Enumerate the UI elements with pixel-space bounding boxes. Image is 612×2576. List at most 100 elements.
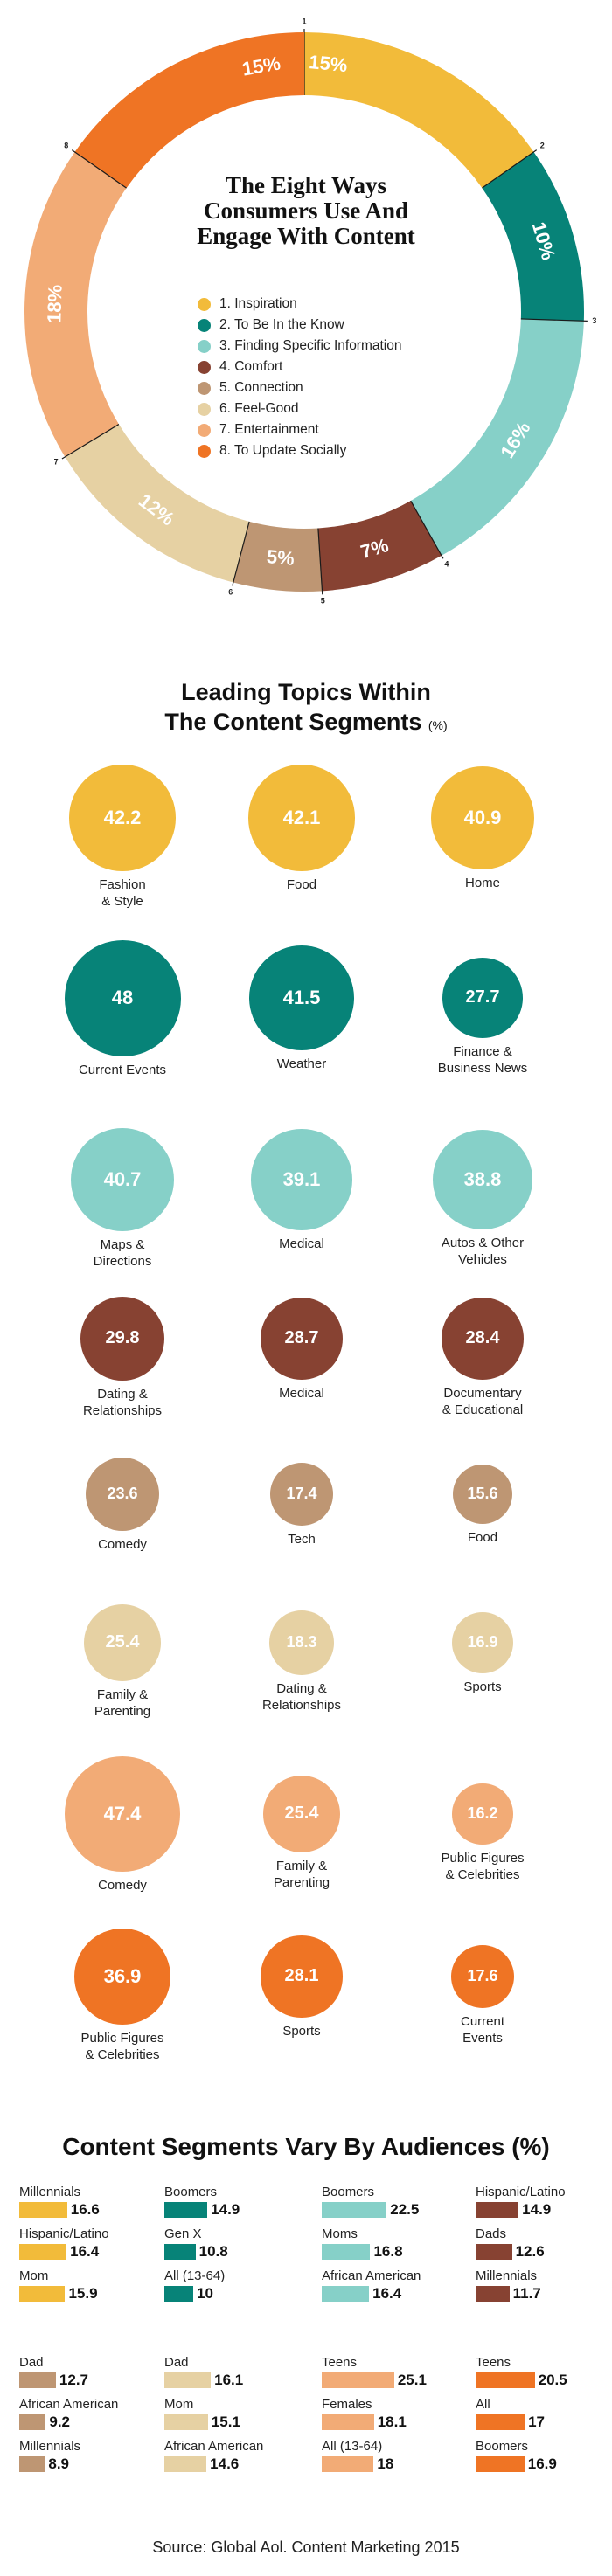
legend-label: 8. To Update Socially [219, 443, 347, 458]
legend-label: 4. Comfort [219, 359, 283, 374]
donut-divider [317, 528, 323, 595]
audience-value: 9.2 [49, 2413, 70, 2430]
donut-segment-number: 1 [302, 17, 306, 25]
audience-label: Teens [476, 2355, 511, 2370]
legend-dot [198, 423, 211, 437]
audience-item: Mom 15.1 [164, 2397, 304, 2435]
topic-bubble: 28.1 [261, 1935, 343, 2018]
topic-bubble: 42.1 [248, 765, 355, 871]
donut-slice [304, 32, 534, 189]
legend-item-finding: 3. Finding Specific Information [198, 336, 402, 357]
audience-item: All (13-64) 18 [322, 2439, 462, 2477]
audience-item: Boomers 14.9 [164, 2185, 304, 2223]
topic-label: Current Events [78, 1062, 167, 1077]
topic-label: Dating & Relationships [261, 1680, 342, 1713]
legend-item-entertainment: 7. Entertainment [198, 419, 402, 440]
legend-item-inspiration: 1. Inspiration [198, 294, 402, 315]
audience-label: African American [322, 2268, 421, 2283]
audience-value: 16.4 [70, 2243, 100, 2260]
legend-dot [198, 297, 211, 311]
donut-slice [233, 521, 323, 592]
donut-legend: 1. Inspiration 2. To Be In the Know 3. F… [198, 294, 402, 461]
legend-item-comfort: 4. Comfort [198, 357, 402, 377]
audience-item: Females 18.1 [322, 2397, 462, 2435]
audience-value: 18 [377, 2455, 394, 2472]
donut-slice [24, 151, 127, 457]
audience-bar [322, 2286, 370, 2302]
audience-value: 15.1 [211, 2413, 240, 2430]
donut-divider [61, 424, 120, 460]
audience-bar [322, 2456, 374, 2472]
audience-value: 14.9 [211, 2201, 240, 2218]
topic-bubble: 18.3 [269, 1610, 334, 1675]
donut-value-label: 15% [308, 51, 348, 76]
donut-divider [71, 149, 127, 189]
audience-item: Millennials 11.7 [476, 2268, 612, 2307]
audience-bar [19, 2244, 67, 2260]
topic-label: Public Figures & Celebrities [441, 1850, 525, 1882]
audience-item: African American 14.6 [164, 2439, 304, 2477]
donut-value-label: 18% [43, 284, 66, 323]
audience-label: All [476, 2397, 490, 2412]
audience-bar [164, 2414, 208, 2430]
topic-bubble: 23.6 [85, 1457, 160, 1532]
audience-label: Teens [322, 2355, 358, 2370]
topic-label: Current Events [460, 2014, 505, 2046]
audience-item: Millennials 16.6 [19, 2185, 159, 2223]
topic-label: Family & Parenting [273, 1858, 330, 1890]
legend-label: 3. Finding Specific Information [219, 338, 402, 353]
audience-value: 15.9 [68, 2285, 98, 2302]
legend-dot [198, 444, 211, 458]
topic-label: Family & Parenting [94, 1686, 151, 1719]
topic-bubble: 17.4 [270, 1463, 333, 1526]
audience-label: African American [164, 2439, 264, 2454]
donut-chart: 115%210%316%47%55%612%718%815% [24, 17, 596, 606]
topic-bubble: 40.9 [430, 765, 535, 870]
audience-item: Moms 16.8 [322, 2226, 462, 2265]
donut-segment-number: 8 [64, 141, 68, 149]
audience-bar [19, 2372, 56, 2388]
donut-divider [482, 149, 538, 189]
audience-item: Mom 15.9 [19, 2268, 159, 2307]
audience-value: 16.6 [70, 2201, 100, 2218]
topic-bubble: 28.7 [260, 1297, 344, 1381]
topic-label: Weather [276, 1056, 327, 1071]
audience-bar [322, 2372, 394, 2388]
topic-bubble: 41.5 [249, 945, 354, 1050]
audience-bar [164, 2202, 208, 2218]
audience-value: 16.4 [372, 2285, 402, 2302]
topic-label: Comedy [98, 1877, 147, 1893]
donut-divider [410, 500, 444, 559]
audience-item: Teens 25.1 [322, 2355, 462, 2393]
topic-bubble: 40.7 [70, 1127, 175, 1232]
audience-label: Boomers [322, 2185, 375, 2199]
audience-bar [164, 2286, 193, 2302]
audience-label: Millennials [476, 2268, 538, 2283]
legend-label: 6. Feel-Good [219, 401, 299, 416]
audience-label: Millennials [19, 2439, 81, 2454]
audience-bar [164, 2456, 207, 2472]
donut-slice [482, 151, 584, 322]
topic-bubble: 47.4 [65, 1756, 180, 1872]
audience-label: African American [19, 2397, 119, 2412]
legend-dot [198, 318, 211, 332]
donut-value-label: 5% [266, 545, 296, 570]
topic-label: Public Figures & Celebrities [80, 2031, 164, 2063]
donut-segment-number: 4 [444, 560, 449, 569]
topic-bubble: 16.9 [451, 1611, 514, 1674]
audience-value: 22.5 [390, 2201, 420, 2218]
audience-value: 18.1 [377, 2413, 407, 2430]
donut-slice [410, 318, 584, 556]
audience-bar [19, 2414, 46, 2430]
topic-label: Autos & Other Vehicles [441, 1236, 525, 1268]
audience-value: 8.9 [48, 2455, 69, 2472]
topics-title-line: Leading Topics Within [181, 679, 431, 705]
audience-item: Millennials 8.9 [19, 2439, 159, 2477]
audience-label: Millennials [19, 2185, 81, 2199]
audience-label: Hispanic/Latino [476, 2185, 566, 2199]
audience-value: 16.8 [373, 2243, 403, 2260]
donut-slice [74, 32, 305, 189]
audience-bar [164, 2244, 196, 2260]
audience-bar [476, 2286, 510, 2302]
topic-label: Fashion & Style [99, 876, 146, 909]
